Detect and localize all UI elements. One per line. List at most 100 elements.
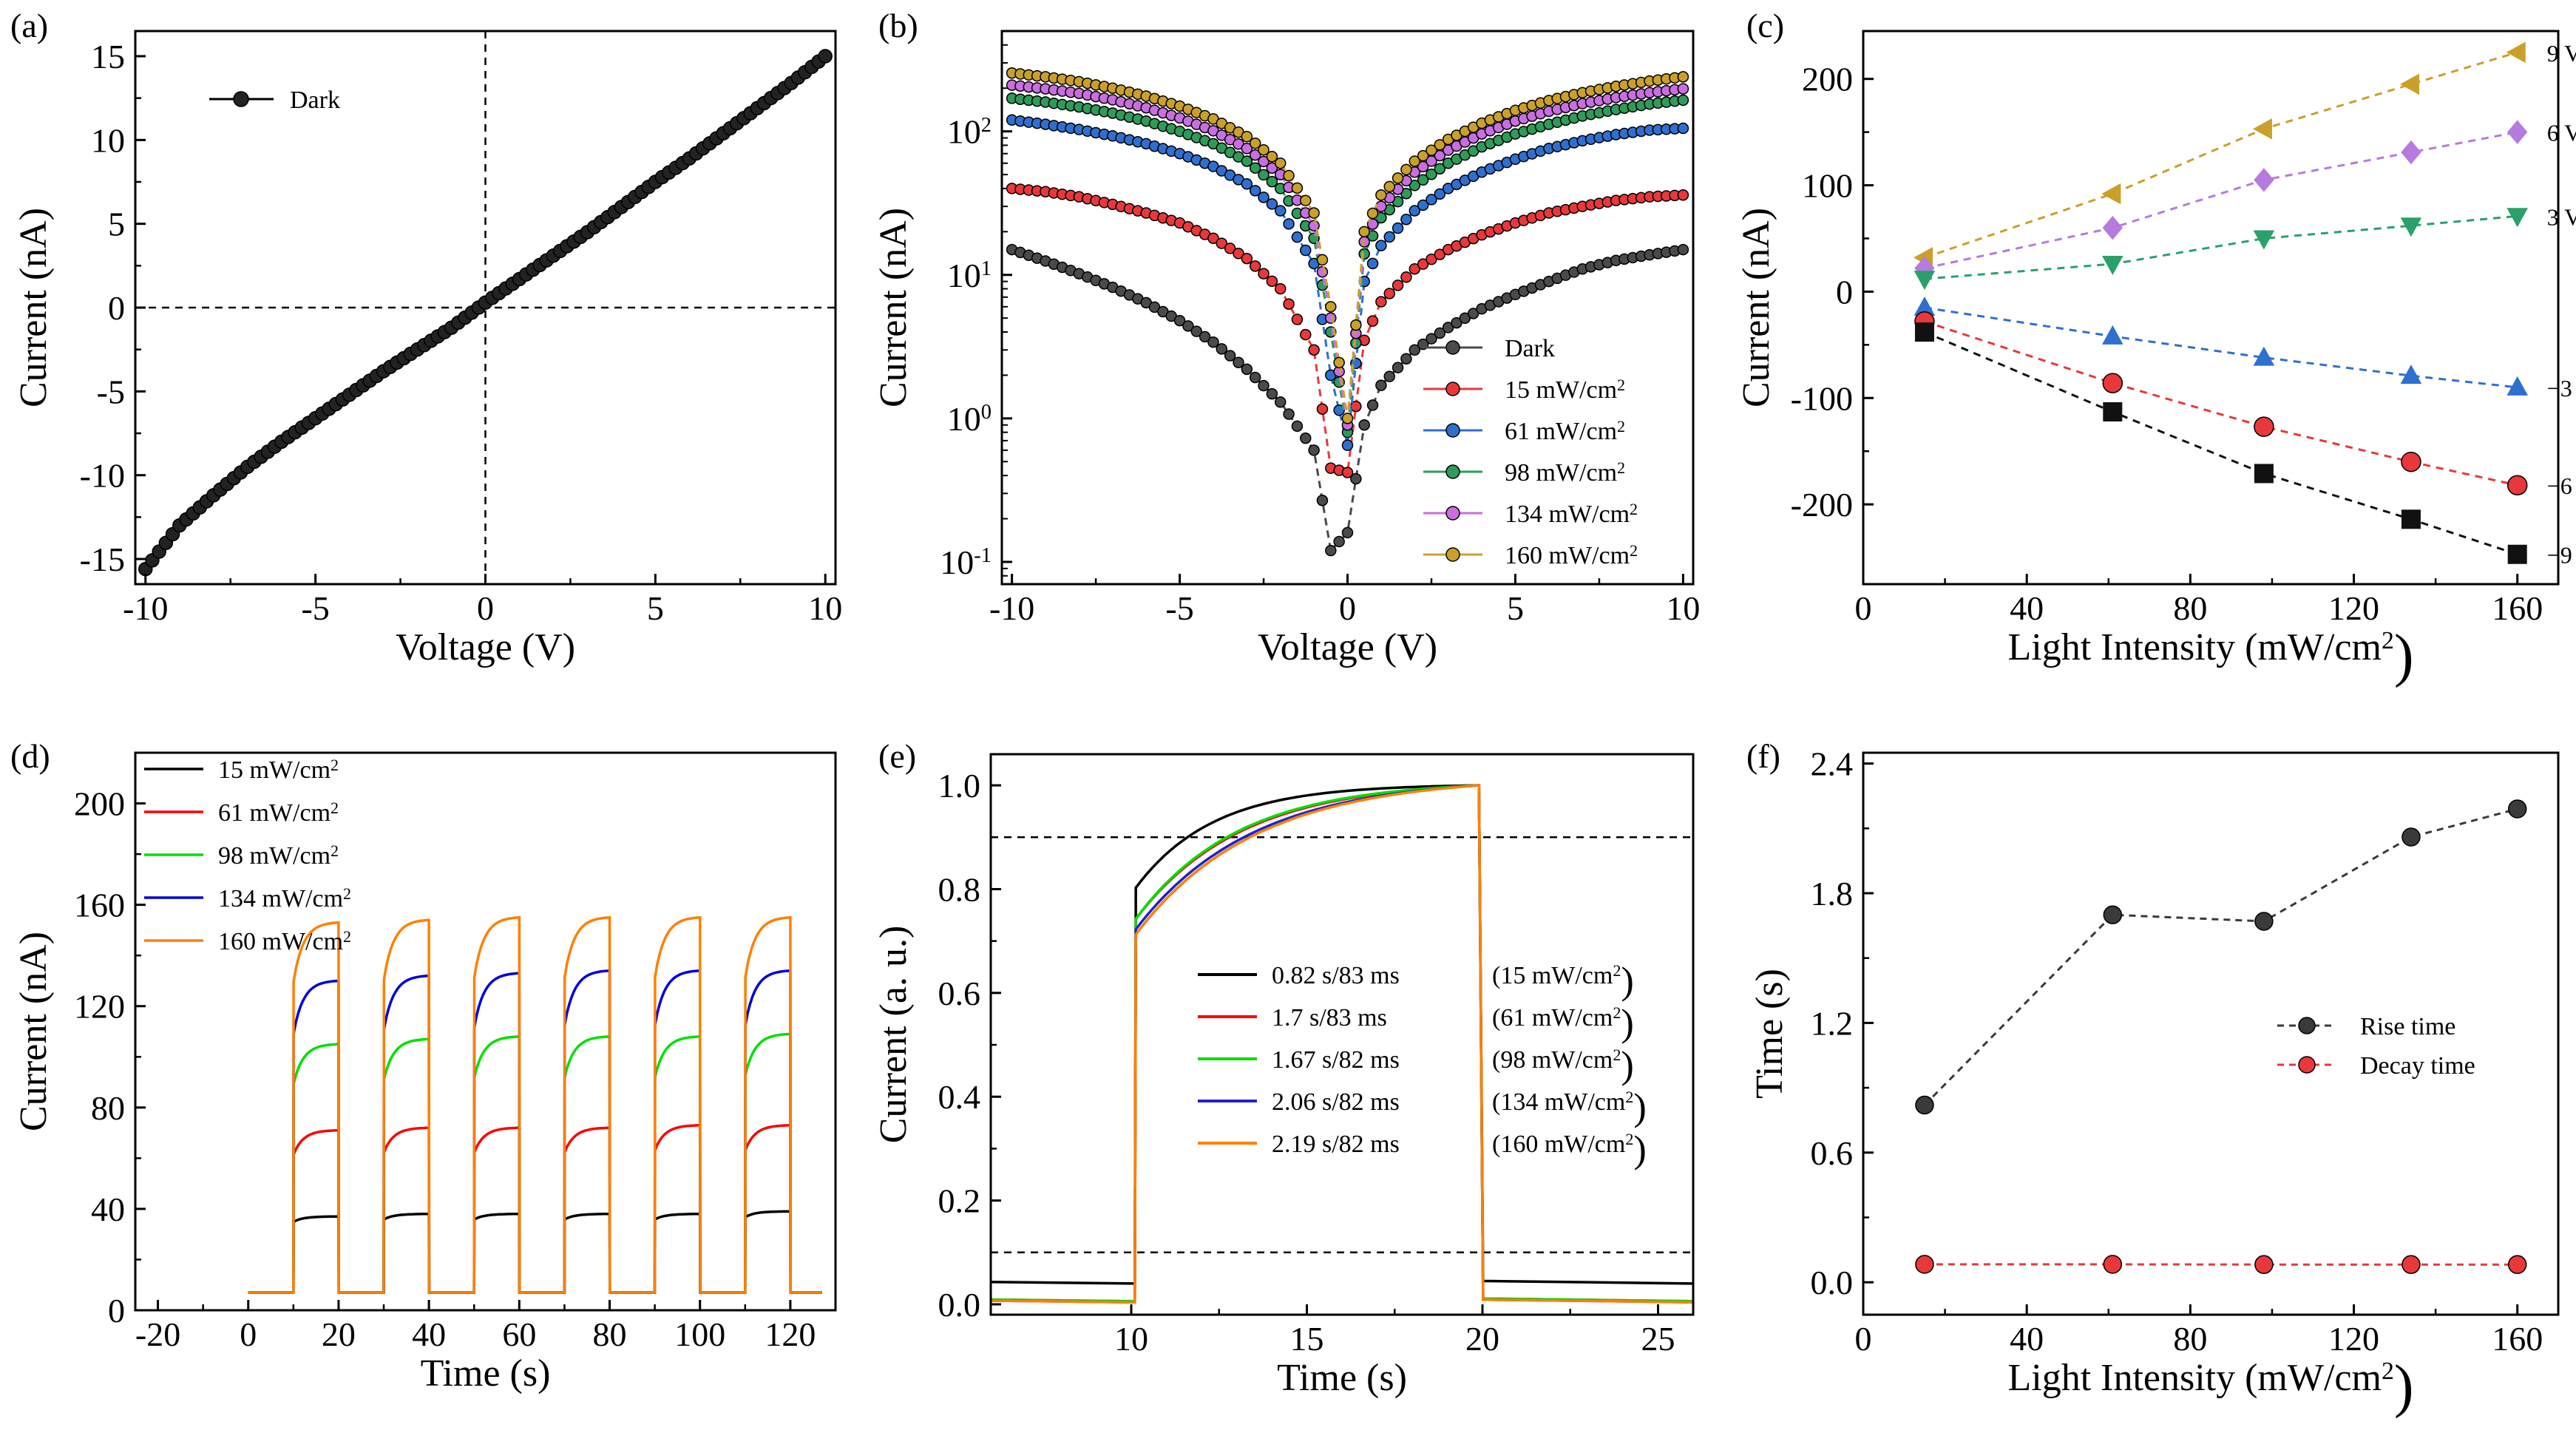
data-point-5 <box>1677 71 1689 83</box>
legend-marker-dark <box>233 91 249 107</box>
data-point-2 <box>1392 222 1404 234</box>
data-point-3 <box>1677 94 1689 106</box>
legend-intensity-1: (61 mW/cm2) <box>1492 1002 1634 1045</box>
x-tick-label: 120 <box>2328 1320 2379 1358</box>
legend-label-3: 134 mW/cm2 <box>218 884 351 912</box>
y-tick-label: -100 <box>1791 379 1853 417</box>
y-tick-label: 0.6 <box>938 975 981 1012</box>
data-point-2 <box>1249 185 1261 197</box>
legend-intensity-3-main: (134 mW/cm <box>1492 1088 1625 1116</box>
y-tick-label-base: 10 <box>947 113 981 151</box>
data-point-2 <box>2253 230 2275 250</box>
panel-f: (f) Rise time Decay time 0 40 80 120 160 0.0 0.6 1… <box>1746 737 2560 1419</box>
legend-label-0: Rise time <box>2360 1013 2455 1040</box>
legend-marker-3 <box>1445 464 1460 479</box>
legend-intensity-1-main: (61 mW/cm <box>1492 1004 1613 1031</box>
legend-label-2: 98 mW/cm2 <box>218 841 339 870</box>
data-point-1 <box>2401 140 2421 165</box>
legend-intensity-0-end: ) <box>1621 960 1633 1003</box>
data-point-0 <box>1316 494 1329 507</box>
x-axis-label-main: Light Intensity (mW/cm <box>2007 1357 2381 1399</box>
legend-label-5: 160 mW/cm2 <box>1505 541 1638 569</box>
data-point-0 <box>2506 41 2526 64</box>
legend-marker-5 <box>1445 547 1460 562</box>
data-point-3 <box>1266 175 1278 188</box>
plot-d-frame <box>134 751 837 1312</box>
data-point-3 <box>2506 376 2529 396</box>
data-point-2 <box>2506 208 2529 228</box>
data-point-0 <box>1358 419 1370 431</box>
y-tick-label-base: 10 <box>947 400 981 438</box>
x-tick-label: -5 <box>1165 589 1193 627</box>
data-point-2 <box>1333 404 1345 416</box>
data-point-2 <box>1283 218 1295 230</box>
legend-intensity-0: (15 mW/cm2) <box>1492 960 1634 1003</box>
x-tick-label: 40 <box>2010 589 2044 627</box>
legend-label-1: 1.7 s/83 ms <box>1272 1004 1387 1031</box>
legend-marker-0 <box>1445 340 1460 355</box>
x-tick-label: 80 <box>2173 589 2207 627</box>
x-tick-label: 15 <box>1290 1320 1324 1358</box>
data-point-2 <box>1341 439 1354 451</box>
x-tick-label: 160 <box>2492 589 2543 627</box>
series-line-1 <box>990 784 1694 1303</box>
data-point-5 <box>1333 356 1345 369</box>
data-point-0 <box>1426 333 1437 345</box>
data-point-5 <box>1914 322 1934 342</box>
series-line-2 <box>248 1032 822 1294</box>
series-line-4 <box>990 784 1694 1304</box>
legend-label-0-main: 15 mW/cm <box>218 756 331 784</box>
data-point-1 <box>1224 243 1236 254</box>
x-tick-label: 0 <box>1855 589 1872 627</box>
x-axis-label-sup: 2 <box>2382 627 2394 654</box>
legend-intensity-3: (134 mW/cm2) <box>1492 1086 1647 1129</box>
data-point-2 <box>1383 231 1395 243</box>
data-point-1 <box>1266 275 1278 288</box>
data-point-2 <box>1400 214 1412 226</box>
data-point-0 <box>1283 408 1295 420</box>
data-point-1 <box>1392 280 1404 291</box>
series-line-2 <box>990 784 1694 1303</box>
data-point-1 <box>1316 403 1329 415</box>
data-point-0 <box>2101 183 2121 205</box>
data-point-3 <box>1426 169 1437 180</box>
data-point-4 <box>1258 155 1270 168</box>
legend-label-2-main: 61 mW/cm <box>1505 418 1617 445</box>
legend-label-4: 134 mW/cm2 <box>1505 500 1638 528</box>
data-point-0 <box>1190 325 1203 337</box>
series-annotation-2: 3 V <box>2547 203 2576 230</box>
data-point-4 <box>1325 312 1337 324</box>
y-tick-label: 160 <box>74 887 125 924</box>
data-point-1 <box>1426 253 1437 265</box>
data-point-5 <box>1350 319 1362 331</box>
data-point-1 <box>1366 315 1379 327</box>
y-tick-label-base: 10 <box>947 257 981 294</box>
data-point-2 <box>1426 194 1437 206</box>
legend-intensity-4-end: ) <box>1633 1128 1646 1171</box>
legend-label-3-sup: 2 <box>343 884 351 903</box>
panel-e: (e)0.82 s/83 ms (15 mW/cm2)1.7 s/83 ms (61… <box>872 737 1695 1399</box>
y-tick-label: 100 <box>1802 167 1853 205</box>
x-tick-label: 0 <box>477 589 494 627</box>
y-tick-label: 100 <box>947 400 992 438</box>
legend-label-4-sup: 2 <box>1630 500 1638 518</box>
y-tick-label: 10 <box>91 121 125 159</box>
y-tick-label: 200 <box>1802 61 1853 98</box>
x-tick-label: 20 <box>322 1315 356 1353</box>
legend-label-2-sup: 2 <box>1617 417 1625 436</box>
data-point-0 <box>1199 331 1211 343</box>
data-point-2 <box>1366 257 1379 270</box>
legend-label-2: 1.67 s/82 ms <box>1272 1046 1400 1074</box>
legend-label-0: Dark <box>1505 335 1555 362</box>
data-point-1 <box>1241 252 1253 265</box>
data-point-5 <box>1274 157 1287 169</box>
data-point-4 <box>1316 265 1329 278</box>
legend-label-5-sup: 2 <box>1630 541 1638 560</box>
x-tick-label: 10 <box>1666 589 1700 627</box>
x-tick-label: 40 <box>2010 1320 2044 1358</box>
panel-label: (b) <box>878 7 918 44</box>
data-point-5 <box>1249 137 1261 149</box>
legend-label-2-main: 98 mW/cm <box>218 842 331 870</box>
data-point-1 <box>2507 1255 2527 1274</box>
